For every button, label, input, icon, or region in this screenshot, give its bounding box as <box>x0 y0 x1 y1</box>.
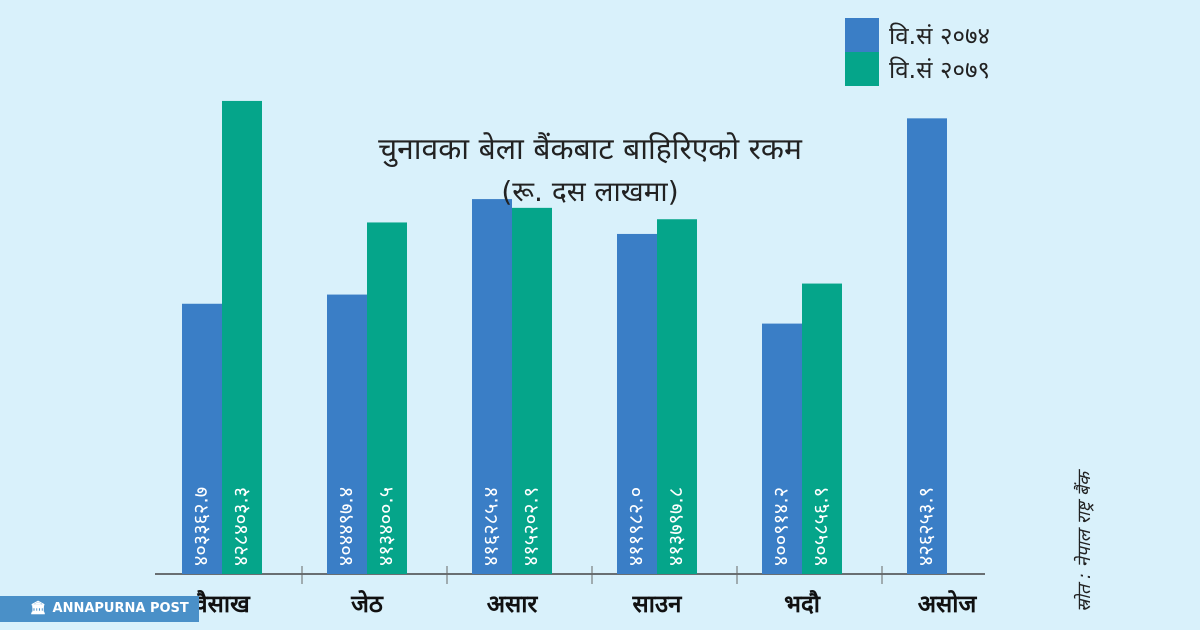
brand-name: ANNAPURNA POST <box>52 601 189 616</box>
bar-0-1 <box>327 294 367 574</box>
x-tick-label-1: जेठ <box>350 590 384 618</box>
data-label-0-1: ४०४४९७.४ <box>334 487 358 566</box>
bar-1-4 <box>802 283 842 574</box>
legend-label-2079: वि.सं २०७९ <box>889 55 990 84</box>
data-label-1-4: ४०५८५६.९ <box>809 487 833 566</box>
data-label-0-2: ४१६२८५.४ <box>479 487 503 566</box>
data-label-1-1: ४१३४००.५ <box>374 487 398 566</box>
bar-1-3 <box>657 219 697 574</box>
x-tick-label-2: असार <box>487 590 539 618</box>
data-label-1-2: ४१५२०२.९ <box>519 487 543 566</box>
x-tick-label-0: वैसाख <box>193 590 251 618</box>
x-tick-label-5: असोज <box>918 590 978 618</box>
legend-item-2079: वि.सं २०७९ <box>845 52 990 86</box>
legend-swatch-2079 <box>845 52 879 86</box>
bar-0-3 <box>617 233 657 574</box>
legend: वि.सं २०७४ वि.सं २०७९ <box>845 18 990 86</box>
x-tick-label-3: साउन <box>632 590 684 618</box>
building-icon: 🏛 <box>30 601 47 616</box>
data-label-0-3: ४११९८२.० <box>624 487 648 566</box>
bar-0-0 <box>182 303 222 574</box>
chart-title: चुनावका बेला बैंकबाट बाहिरिएको रकम <box>378 132 802 167</box>
x-tick-label-4: भदौ <box>784 590 821 618</box>
brand-logo: 🏛 ANNAPURNA POST <box>0 596 199 622</box>
bar-1-1 <box>367 222 407 575</box>
source-note: स्रोत : नेपाल राष्ट्र बैंक <box>1074 472 1095 612</box>
legend-item-2074: वि.सं २०७४ <box>845 18 990 52</box>
data-label-1-0: ४२८४०३.३ <box>229 487 253 566</box>
legend-swatch-2074 <box>845 18 879 52</box>
bar-1-0 <box>222 100 262 574</box>
bar-0-2 <box>472 199 512 574</box>
bar-0-5 <box>907 118 947 574</box>
data-label-1-3: ४१३७९७.८ <box>664 487 688 566</box>
chart-subtitle: (रू. दस लाखमा) <box>501 175 679 208</box>
data-label-0-4: ४००९१४.२ <box>769 487 793 566</box>
bar-1-2 <box>512 207 552 574</box>
data-label-0-0: ४०३३६२.७ <box>189 487 213 566</box>
bar-0-4 <box>762 323 802 574</box>
data-label-0-5: ४२६२५३.९ <box>914 487 938 566</box>
legend-label-2074: वि.सं २०७४ <box>889 21 990 50</box>
